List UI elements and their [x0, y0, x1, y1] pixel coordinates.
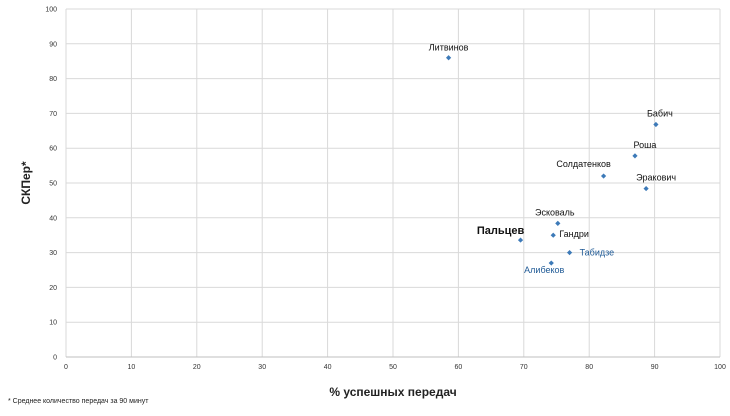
x-tick-label: 60 [455, 364, 463, 371]
point-label: Табидзе [580, 248, 615, 258]
x-tick-label: 70 [520, 364, 528, 371]
point-label: Алибеков [524, 265, 564, 275]
y-tick-label: 40 [49, 215, 57, 222]
data-point [600, 173, 607, 179]
x-tick-label: 40 [324, 364, 332, 371]
data-point [548, 260, 554, 266]
point-label: Гандри [559, 229, 589, 239]
data-points [445, 55, 659, 266]
data-point [517, 237, 524, 243]
point-labels: Литвинов Бабич Роша Солдатенков Эракович Эско… [429, 43, 677, 275]
data-point [550, 232, 556, 238]
point-label: Роша [634, 140, 657, 150]
x-tick-label: 90 [651, 364, 659, 371]
x-tick-label: 20 [193, 364, 201, 371]
point-label: Пальцев [477, 225, 525, 237]
point-label: Эсковаль [535, 207, 575, 217]
y-axis-ticks: 0 10 20 30 40 50 60 70 80 90 100 [45, 7, 57, 362]
point-label: Литвинов [429, 43, 469, 53]
x-tick-label: 80 [585, 364, 593, 371]
x-tick-label: 30 [258, 364, 266, 371]
data-point [555, 220, 561, 226]
point-label: Солдатенков [556, 159, 611, 169]
x-tick-label: 0 [64, 364, 68, 371]
y-tick-label: 20 [49, 285, 57, 292]
y-tick-label: 0 [53, 355, 57, 362]
x-axis-ticks: 0 10 20 30 40 50 60 70 80 90 100 [64, 364, 726, 371]
footnote: * Среднее количество передач за 90 минут [8, 398, 149, 405]
y-tick-label: 10 [49, 320, 57, 327]
y-tick-label: 60 [49, 146, 57, 153]
y-tick-label: 80 [49, 76, 57, 83]
point-label: Эракович [636, 173, 676, 183]
x-tick-label: 10 [128, 364, 136, 371]
data-point [632, 153, 638, 159]
x-tick-label: 100 [714, 364, 726, 371]
x-tick-label: 50 [389, 364, 397, 371]
x-axis-title: % успешных передач [329, 385, 456, 399]
data-point [445, 55, 452, 61]
y-tick-label: 100 [45, 7, 57, 14]
data-point [643, 185, 649, 192]
y-tick-label: 50 [49, 181, 57, 188]
y-tick-label: 70 [49, 111, 57, 118]
y-axis-title: СКПер* [19, 161, 33, 205]
data-point [653, 121, 659, 128]
point-label: Бабич [647, 109, 673, 119]
y-tick-label: 30 [49, 250, 57, 257]
y-tick-label: 90 [49, 41, 57, 48]
gridlines [65, 8, 721, 358]
data-point [566, 250, 573, 256]
